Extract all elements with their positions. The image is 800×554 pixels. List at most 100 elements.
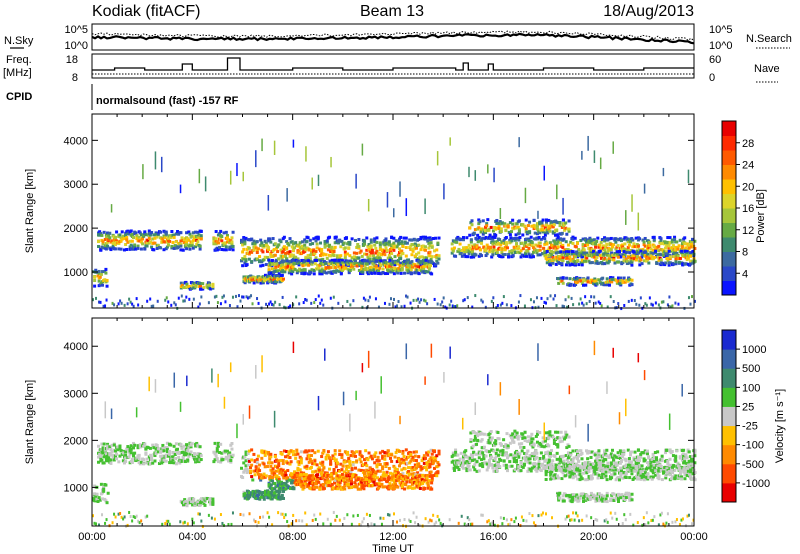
clutter-cell xyxy=(230,522,233,526)
echo-cell xyxy=(258,260,262,264)
clutter-cell xyxy=(364,298,367,302)
echo-cell xyxy=(305,240,309,244)
echo-cell xyxy=(316,263,320,267)
echo-cell xyxy=(417,272,421,276)
echo-cell xyxy=(629,240,633,244)
clutter-cell xyxy=(462,299,465,303)
echo-cell xyxy=(566,252,570,256)
echo-cell xyxy=(391,472,395,476)
echo-cell xyxy=(386,449,390,453)
clutter-cell xyxy=(164,298,167,302)
noise-tick-bottom-right: 10^0 xyxy=(709,40,733,52)
echo-cell xyxy=(152,233,156,237)
echo-cell xyxy=(308,242,312,246)
echo-cell xyxy=(508,238,512,242)
echo-cell xyxy=(392,266,396,270)
echo-cell xyxy=(576,280,580,284)
echo-cell xyxy=(600,238,604,242)
echo-cell xyxy=(429,241,433,245)
clutter-cell xyxy=(517,300,520,304)
clutter-cell xyxy=(501,522,504,526)
echo-cell xyxy=(285,449,289,453)
echo-cell xyxy=(669,249,673,253)
echo-cell xyxy=(138,237,142,241)
echo-cell xyxy=(517,238,521,242)
echo-cell xyxy=(130,457,134,461)
echo-cell xyxy=(504,236,508,240)
clutter-cell xyxy=(647,521,650,525)
echo-cell xyxy=(317,480,321,484)
echo-cell xyxy=(119,449,123,453)
clutter-cell xyxy=(474,294,477,298)
clutter-cell xyxy=(200,519,203,523)
echo-cell xyxy=(111,456,115,460)
echo-cell xyxy=(138,462,142,466)
echo-cell xyxy=(465,246,469,250)
echo-cell xyxy=(399,235,403,239)
echo-cell xyxy=(469,221,473,225)
echo-cell xyxy=(331,477,335,481)
echo-cell xyxy=(144,451,148,455)
echo-cell xyxy=(386,256,390,260)
echo-cell xyxy=(322,466,326,470)
echo-cell xyxy=(410,260,414,264)
clutter-cell xyxy=(186,522,189,526)
clutter-cell xyxy=(609,511,612,515)
clutter-cell xyxy=(224,300,227,304)
echo-cell xyxy=(557,277,561,281)
echo-cell xyxy=(381,270,385,274)
echo-cell xyxy=(268,461,272,465)
y-tick-label: 1000 xyxy=(64,267,88,279)
echo-cell xyxy=(103,453,107,457)
echo-cell xyxy=(587,259,591,263)
echo-cell xyxy=(357,468,361,472)
echo-cell xyxy=(103,448,107,452)
clutter-cell xyxy=(409,519,412,523)
echo-cell xyxy=(340,468,344,472)
echo-cell xyxy=(414,482,418,486)
echo-cell xyxy=(291,242,295,246)
echo-cell xyxy=(324,457,328,461)
clutter-cell xyxy=(444,305,447,309)
echo-cell xyxy=(179,231,183,235)
echo-cell xyxy=(400,242,404,246)
echo-cell xyxy=(553,240,557,244)
echo-cell xyxy=(347,486,351,490)
echo-cell xyxy=(423,235,427,239)
echo-cell xyxy=(143,442,147,446)
echo-cell xyxy=(136,444,140,448)
echo-cell xyxy=(182,285,186,289)
echo-cell xyxy=(401,475,405,479)
echo-cell xyxy=(367,471,371,475)
echo-cell xyxy=(281,270,285,274)
echo-cell xyxy=(615,245,619,249)
echo-cell xyxy=(472,255,476,259)
echo-cell xyxy=(128,245,132,249)
echo-cell xyxy=(325,244,329,248)
clutter-cell xyxy=(123,515,126,519)
echo-cell xyxy=(355,450,359,454)
echo-cell xyxy=(668,253,672,257)
echo-cell xyxy=(612,258,616,262)
echo-cell xyxy=(616,276,620,280)
echo-cell xyxy=(410,264,414,268)
echo-cell xyxy=(277,243,281,247)
echo-cell xyxy=(295,261,299,265)
echo-cell xyxy=(116,445,120,449)
echo-cell xyxy=(263,465,267,469)
echo-cell xyxy=(340,259,344,263)
echo-cell xyxy=(584,283,588,287)
clutter-cell xyxy=(272,303,275,307)
echo-cell xyxy=(604,245,608,249)
echo-cell xyxy=(98,230,102,234)
echo-cell xyxy=(601,246,605,250)
echo-cell xyxy=(255,470,259,474)
echo-cell xyxy=(224,455,228,459)
echo-cell xyxy=(677,244,681,248)
echo-cell xyxy=(403,271,407,275)
echo-cell xyxy=(353,238,357,242)
echo-cell xyxy=(105,278,109,282)
echo-cell xyxy=(324,480,328,484)
echo-cell xyxy=(157,462,161,466)
echo-cell xyxy=(263,273,267,277)
